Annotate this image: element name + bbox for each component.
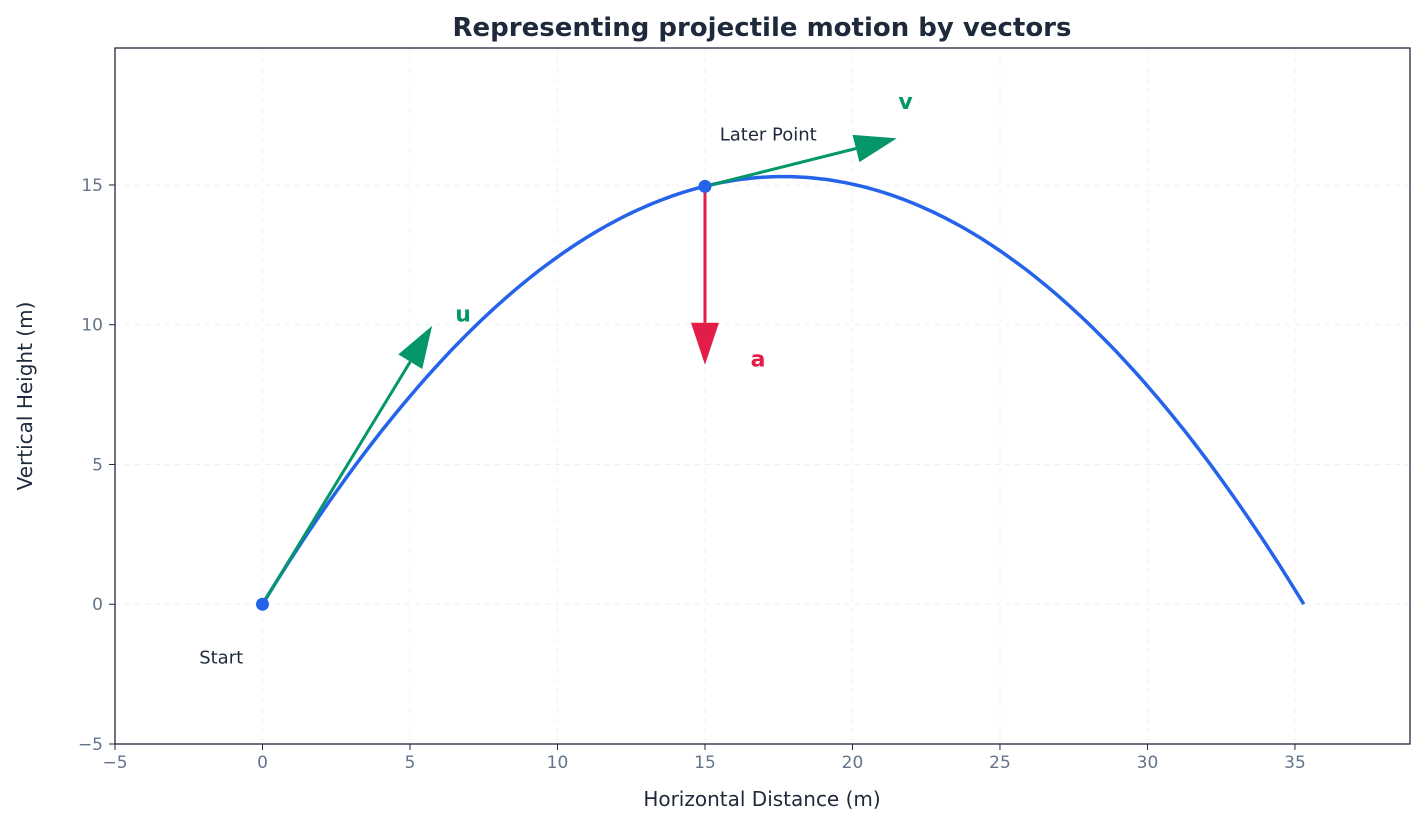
y-tick-label: 15 [81,176,103,196]
vector-u-head [398,325,433,369]
vector-a-head [690,322,719,365]
x-tick-label: −5 [102,753,127,773]
x-tick-label: 30 [1137,753,1159,773]
chart-title: Representing projectile motion by vector… [453,13,1072,43]
vector-v-head [852,134,897,163]
vector-v-label: v [898,90,913,115]
marks: u v a Start Later Point [199,90,1306,668]
y-tick-label: 5 [92,455,103,475]
vector-a-label: a [751,347,766,372]
y-tick-label: 0 [92,595,103,615]
vector-v-shaft [704,147,857,188]
x-tick-label: 25 [989,753,1011,773]
x-tick-label: 10 [547,753,569,773]
vector-u-shaft [261,360,412,606]
y-axis-label: Vertical Height (m) [13,302,37,491]
x-tick-label: 35 [1284,753,1306,773]
y-tick-label: 10 [81,316,103,336]
ticks: −5 0 5 10 15 20 25 30 35 −5 0 5 10 15 [78,176,1306,773]
y-tick-label: −5 [78,735,103,755]
plot-frame [114,47,1411,745]
trajectory-line [261,174,1306,606]
x-tick-label: 5 [405,753,416,773]
vector-u-label: u [455,303,471,328]
point-marker [698,179,712,193]
point-label: Later Point [720,125,817,146]
x-tick-label: 20 [842,753,864,773]
point-label: Start [199,647,243,668]
point-marker [255,597,269,611]
x-axis-label: Horizontal Distance (m) [643,787,880,811]
x-tick-label: 0 [257,753,268,773]
grid [114,48,1410,745]
x-tick-label: 15 [694,753,716,773]
